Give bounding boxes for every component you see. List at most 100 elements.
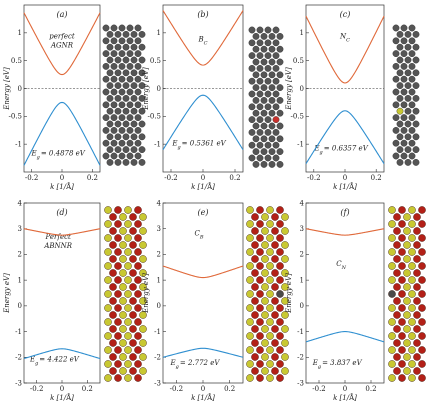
valence-band-line: [162, 94, 244, 151]
atom: [114, 360, 122, 368]
atom: [138, 31, 146, 38]
conduction-band-line: [23, 12, 101, 76]
atom: [134, 332, 142, 340]
atom: [400, 114, 408, 122]
atom: [104, 234, 112, 242]
atom: [281, 339, 289, 347]
atom: [412, 31, 420, 38]
dopant-site: C: [346, 37, 350, 43]
atom: [118, 152, 126, 160]
atom: [251, 269, 259, 277]
atom: [398, 332, 406, 340]
x-tick-label: -0.2: [312, 385, 326, 393]
y-tick-label: 1: [18, 29, 22, 37]
atom: [129, 367, 137, 375]
atom: [114, 43, 122, 51]
plot-frame: [305, 202, 385, 384]
y-tick-label: 4: [300, 199, 305, 207]
atom: [393, 297, 401, 305]
structure-annotation: perfect: [49, 32, 75, 40]
atom: [272, 128, 280, 136]
atom: [130, 82, 138, 90]
atom: [102, 139, 110, 147]
atom: [114, 318, 122, 326]
atom: [272, 154, 280, 162]
atom: [130, 146, 138, 154]
atom: [264, 52, 272, 59]
band-gap-label: Eg= 0.6357 eV: [313, 144, 368, 155]
atom: [106, 95, 114, 102]
atom: [403, 367, 411, 375]
atom: [138, 146, 146, 154]
atom: [404, 146, 412, 154]
y-tick-label: 3: [300, 225, 304, 233]
atom: [104, 332, 112, 340]
atom: [139, 311, 147, 319]
atom: [276, 206, 284, 214]
band-panel-d: -3 -2 -1 0 1 2 3 4 -0.2 0 0.2 k [1/Å] Energy eV] (d) P…: [3, 199, 147, 402]
atom: [248, 154, 256, 162]
atom: [412, 95, 420, 102]
atom: [124, 304, 132, 312]
atom: [271, 353, 279, 361]
atom: [276, 135, 284, 143]
atom: [134, 360, 142, 368]
gap-value: = 3.837 eV: [322, 359, 362, 367]
atom: [271, 255, 279, 263]
atom: [408, 234, 416, 242]
atom: [408, 248, 416, 256]
atom: [110, 101, 118, 109]
atom: [119, 367, 127, 375]
atom: [400, 37, 408, 45]
atom: [408, 290, 416, 298]
atom: [400, 24, 408, 32]
y-tick-label: -1: [154, 140, 161, 148]
atom: [260, 33, 268, 40]
x-axis-label-end: ]: [70, 183, 74, 191]
atom: [126, 75, 134, 83]
atom: [119, 283, 127, 291]
atom: [246, 206, 254, 214]
atom: [396, 107, 404, 115]
atom: [408, 101, 416, 109]
atom: [252, 58, 260, 66]
atom: [392, 114, 400, 122]
atom: [408, 276, 416, 284]
band-gap-label: Eg= 0.5361 eV: [171, 139, 226, 150]
atom: [281, 283, 289, 291]
atom: [264, 65, 272, 72]
atom: [114, 248, 122, 256]
x-tick-label: -0.2: [307, 174, 321, 182]
atom: [264, 90, 272, 98]
band-panel-a: -1 -0.5 0 0.5 1 -0.2 0 0.2 k [1/Å] Energy [eV] (a)…: [3, 4, 146, 191]
atom: [109, 241, 117, 249]
atom: [124, 248, 132, 256]
gap-subscript: g: [176, 364, 179, 370]
atom: [104, 248, 112, 256]
atom: [139, 339, 147, 347]
atom: [139, 255, 147, 263]
atom: [276, 122, 284, 130]
atom: [138, 120, 146, 128]
gap-value: = 4.422 eV: [39, 355, 79, 363]
atom: [264, 103, 272, 111]
atom: [130, 107, 138, 115]
x-tick-label: 0.2: [87, 174, 98, 182]
atom: [264, 128, 272, 136]
x-axis-label-main: k [1/: [50, 183, 67, 191]
atom: [276, 234, 284, 242]
atom: [271, 213, 279, 221]
atom: [408, 360, 416, 368]
atom: [256, 332, 264, 340]
x-tick-label: 0: [343, 385, 347, 393]
atom: [403, 311, 411, 319]
x-axis-label-main: k [1/: [50, 394, 67, 402]
atom: [268, 45, 276, 53]
atom: [122, 133, 130, 141]
atom: [260, 122, 268, 130]
atom: [248, 103, 256, 111]
atom: [281, 353, 289, 361]
atom: [134, 374, 142, 382]
atom: [114, 133, 122, 141]
